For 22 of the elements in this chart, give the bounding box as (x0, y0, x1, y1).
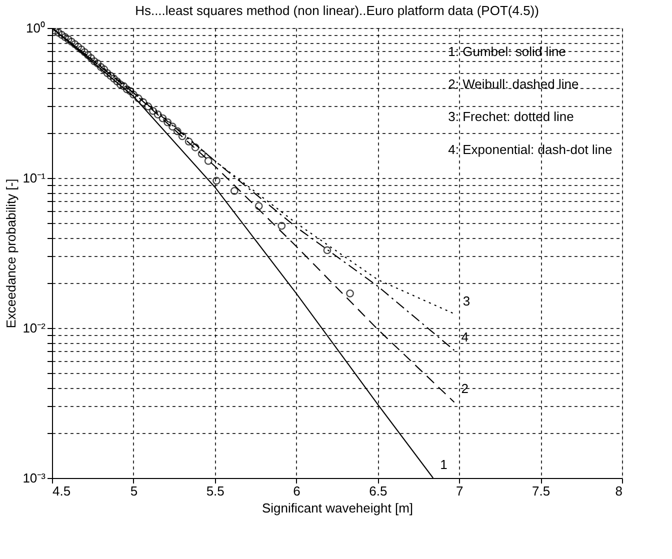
y-tick-label: 10⁰ (26, 20, 46, 36)
y-axis-title: Exceedance probability [-] (4, 178, 19, 328)
annotation: 2: Weibull: dashed line (448, 76, 579, 92)
x-tick-label: 6 (293, 484, 300, 498)
y-tick-label: 10⁻³ (22, 470, 46, 486)
x-tick-label: 5.5 (206, 484, 224, 498)
annotation: 3: Frechet: dotted line (448, 109, 574, 124)
x-tick-label: 5 (130, 484, 138, 498)
x-axis-title: Significant waveheight [m] (262, 500, 414, 516)
series-label: 1 (440, 457, 448, 472)
y-tick-label: 10⁻² (22, 320, 46, 336)
x-tick-label: 7 (456, 484, 464, 498)
x-tick-label: 8 (615, 484, 622, 498)
annotation: 4: Exponential: dash-dot line (448, 142, 612, 157)
series-label: 3 (462, 294, 470, 309)
x-tick-label: 6.5 (369, 484, 388, 498)
y-tick-label: 10⁻¹ (22, 170, 46, 186)
x-tick-label: 7.5 (532, 484, 550, 498)
x-tick-label: 4.5 (52, 484, 71, 498)
chart-title: Hs....least squares method (non linear)..Euro platform data (POT(4.5)) (135, 3, 539, 18)
series-label: 2 (461, 381, 468, 396)
series-label: 4 (461, 329, 468, 344)
